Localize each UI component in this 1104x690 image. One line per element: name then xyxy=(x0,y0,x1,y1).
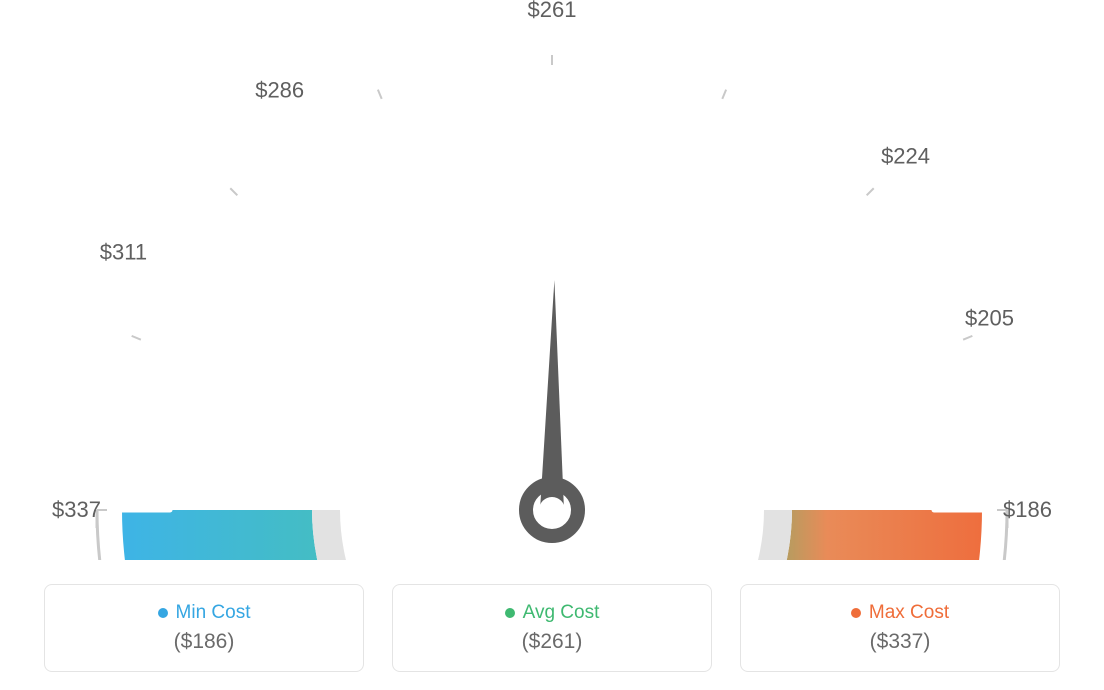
gauge-chart: $186 $205 $224 $261 $286 $311 $337 xyxy=(0,0,1104,560)
legend-title-avg: Avg Cost xyxy=(505,602,600,624)
svg-text:$261: $261 xyxy=(528,0,577,22)
legend-card-avg: Avg Cost ($261) xyxy=(392,584,712,672)
legend-value: ($337) xyxy=(870,630,931,654)
svg-text:$311: $311 xyxy=(100,239,147,264)
legend-value: ($261) xyxy=(522,630,583,654)
legend-label: Max Cost xyxy=(869,602,949,624)
svg-text:$205: $205 xyxy=(965,306,1014,331)
legend-row: Min Cost ($186) Avg Cost ($261) Max Cost… xyxy=(0,584,1104,672)
legend-title-max: Max Cost xyxy=(851,602,949,624)
svg-text:$224: $224 xyxy=(881,143,930,168)
svg-text:$286: $286 xyxy=(255,78,304,103)
dot-icon xyxy=(505,608,515,618)
legend-card-min: Min Cost ($186) xyxy=(44,584,364,672)
svg-text:$186: $186 xyxy=(1003,497,1052,522)
legend-label: Min Cost xyxy=(176,602,251,624)
dot-icon xyxy=(158,608,168,618)
dot-icon xyxy=(851,608,861,618)
gauge-svg: $186 $205 $224 $261 $286 $311 $337 xyxy=(0,0,1104,560)
legend-label: Avg Cost xyxy=(523,602,600,624)
legend-card-max: Max Cost ($337) xyxy=(740,584,1060,672)
legend-title-min: Min Cost xyxy=(158,602,251,624)
legend-value: ($186) xyxy=(174,630,235,654)
svg-text:$337: $337 xyxy=(52,497,101,522)
